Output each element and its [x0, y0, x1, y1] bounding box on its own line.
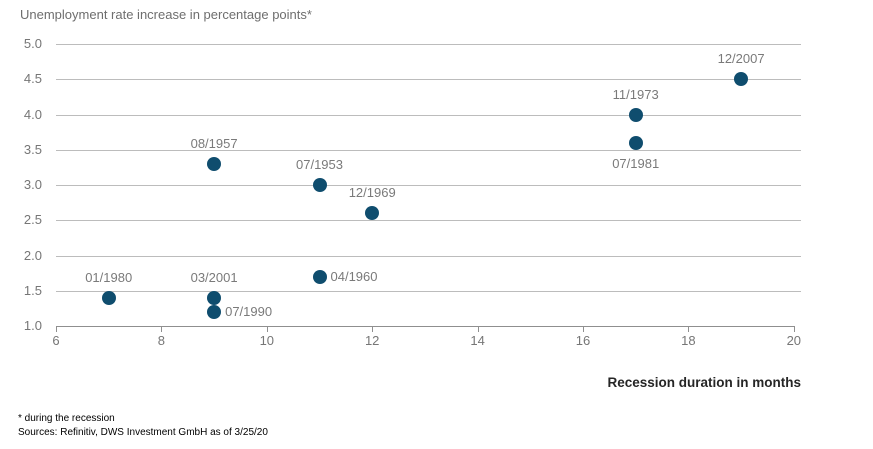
x-tick-label: 14	[470, 333, 485, 348]
gridline	[56, 79, 801, 81]
data-point	[628, 107, 643, 122]
data-point	[312, 178, 327, 192]
y-tick-label: 4.5	[23, 71, 42, 87]
x-tick-mark	[583, 326, 584, 332]
y-tick-label: 3.0	[23, 177, 42, 192]
x-tick-label: 10	[259, 333, 275, 348]
y-tick-label: 2.0	[23, 247, 42, 263]
footnote-asterisk: * during the recession	[18, 413, 115, 424]
x-tick-mark	[477, 326, 479, 332]
x-tick-mark	[372, 326, 374, 332]
gridline	[56, 44, 801, 45]
footnotes: * during the recession Sources: Refiniti…	[18, 412, 268, 439]
data-point	[207, 290, 222, 305]
gridline	[56, 220, 801, 222]
data-point	[207, 304, 222, 319]
y-tick-label: 3.5	[23, 141, 42, 157]
data-point-label: 12/2007	[717, 51, 765, 67]
footnote-sources: Sources: Refinitiv, DWS Investment GmbH …	[18, 426, 268, 438]
data-point-label: 12/1969	[348, 185, 396, 201]
data-point-label: 03/2001	[190, 269, 238, 285]
data-point	[101, 290, 116, 305]
x-tick-mark	[56, 326, 57, 332]
gridline	[56, 114, 801, 116]
chart-title: Unemployment rate increase in percentage…	[20, 7, 312, 22]
x-tick-label: 20	[786, 333, 802, 348]
gridline	[56, 149, 801, 151]
x-tick-mark	[688, 326, 690, 332]
x-tick-label: 8	[157, 333, 165, 348]
y-tick-label: 4.0	[23, 106, 42, 122]
data-point-label: 11/1973	[612, 86, 659, 102]
data-point-label: 01/1980	[85, 269, 133, 285]
data-point-label: 08/1957	[190, 135, 238, 151]
x-tick-label: 6	[52, 333, 60, 348]
x-tick-label: 18	[681, 333, 696, 348]
x-tick-label: 16	[575, 333, 591, 348]
data-point-label: 07/1981	[612, 155, 660, 171]
data-point-label: 07/1953	[296, 157, 343, 172]
x-axis-title: Recession duration in months	[607, 375, 801, 390]
data-point-label: 07/1990	[225, 303, 273, 319]
x-tick-label: 12	[364, 333, 380, 348]
x-axis-line	[56, 326, 794, 327]
gridline	[56, 290, 801, 292]
y-tick-label: 5.0	[23, 36, 42, 51]
data-point	[365, 206, 380, 221]
y-tick-label: 1.0	[23, 318, 42, 333]
gridline	[56, 185, 801, 186]
data-point	[207, 156, 222, 171]
data-point	[312, 269, 327, 284]
x-tick-mark	[266, 326, 268, 332]
data-point	[628, 135, 643, 150]
data-point-label: 04/1960	[330, 268, 378, 284]
data-point	[734, 72, 749, 87]
gridline	[56, 255, 801, 257]
x-tick-mark	[161, 326, 163, 332]
y-tick-label: 2.5	[23, 212, 42, 228]
y-tick-label: 1.5	[23, 282, 42, 298]
x-tick-mark	[793, 326, 795, 332]
